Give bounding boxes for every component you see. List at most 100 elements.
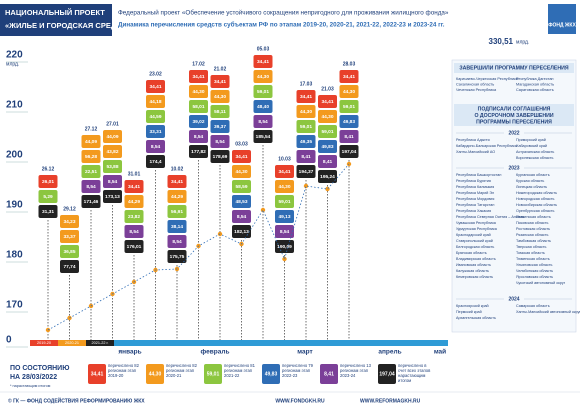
region: Республика Хакасия bbox=[456, 209, 491, 213]
box-value: 34,41 bbox=[321, 99, 333, 105]
legend-swatch bbox=[262, 364, 280, 384]
date-label: 21.02 bbox=[214, 66, 227, 72]
box-value: 195,24 bbox=[320, 174, 335, 180]
box-value: 44,30 bbox=[235, 169, 247, 175]
date-label: 05.03 bbox=[257, 46, 270, 52]
box-value: 44,18 bbox=[149, 99, 161, 105]
date-label: 10.03 bbox=[278, 156, 291, 162]
total-unit: млрд. bbox=[516, 39, 529, 45]
value-box bbox=[103, 160, 122, 173]
year-bg bbox=[504, 129, 524, 137]
legend-value: 59,01 bbox=[207, 371, 220, 377]
status-note: * нарастающим итогом bbox=[10, 384, 51, 388]
region: Владимирская область bbox=[456, 257, 496, 261]
value-box bbox=[253, 85, 273, 98]
box-value: 44,09 bbox=[106, 134, 118, 140]
region: Псковская область bbox=[516, 221, 548, 225]
box-value: 36,85 bbox=[63, 249, 75, 255]
value-box bbox=[232, 150, 251, 163]
legend-text: перечислено 81 регионам этап 2021-22 bbox=[224, 363, 255, 378]
date-label: 29.12 bbox=[63, 206, 76, 212]
logo bbox=[548, 4, 576, 34]
box-value: 8,54 bbox=[258, 119, 268, 125]
box-value: 48,40 bbox=[257, 104, 269, 110]
box-value: 34,41 bbox=[149, 84, 161, 90]
box-value: 8,54 bbox=[215, 139, 225, 145]
region: Новосибирская область bbox=[516, 203, 557, 207]
box-value: 58,59 bbox=[235, 184, 247, 190]
region: Сахалинская область bbox=[456, 83, 494, 87]
value-box bbox=[167, 235, 187, 248]
legend-text: перечислено 82 регионам этап 2019-20 bbox=[108, 363, 139, 378]
box-value: 58,01 bbox=[192, 104, 204, 110]
project-name: «ЖИЛЬЕ И ГОРОДСКАЯ СРЕДА» bbox=[5, 21, 126, 30]
value-box bbox=[232, 180, 251, 193]
value-box bbox=[253, 100, 273, 113]
value-box bbox=[38, 190, 58, 203]
logo-text: ФОНД ЖКХ bbox=[548, 22, 576, 28]
legend-text-box: перечислено 81 регионам этап 2021-22 bbox=[224, 363, 255, 378]
project: НАЦИОНАЛЬНЫЙ ПРОЕКТ bbox=[5, 8, 105, 17]
region: Магаданская область bbox=[516, 83, 554, 87]
legend-swatch bbox=[320, 364, 338, 384]
date-label: 17.03 bbox=[300, 81, 313, 87]
box-value: 8,54 bbox=[129, 229, 139, 235]
region: Пермский край bbox=[456, 310, 482, 314]
value-box bbox=[81, 135, 101, 148]
box-value: 44,30 bbox=[321, 114, 333, 120]
value-box bbox=[253, 55, 273, 68]
panel-title: О ДОСРОЧНОМ ЗАВЕРШЕНИИ bbox=[474, 113, 553, 119]
box-value: 43,82 bbox=[106, 149, 118, 155]
total: 330,51 bbox=[489, 37, 514, 46]
box-value: 34,41 bbox=[192, 74, 204, 80]
value-box bbox=[210, 150, 230, 163]
value-box bbox=[81, 165, 101, 178]
region: Саратовская область bbox=[516, 88, 554, 92]
box-value: 34,41 bbox=[128, 184, 140, 190]
value-box bbox=[318, 155, 337, 168]
box-value: 49,35 bbox=[300, 139, 312, 145]
project-block bbox=[0, 4, 112, 36]
value-box bbox=[124, 240, 144, 253]
year: 2022 bbox=[508, 130, 519, 136]
status: ПО СОСТОЯНИЮ bbox=[10, 365, 69, 372]
axis-label: 180 bbox=[6, 250, 23, 261]
region: Воронежская область bbox=[516, 156, 553, 160]
value-box bbox=[189, 145, 208, 158]
box-value: 44,30 bbox=[257, 74, 269, 80]
box-value: 59,01 bbox=[321, 129, 333, 135]
panel-title: ПРОГРАММЫ ПЕРЕСЕЛЕНИЯ bbox=[476, 119, 552, 125]
panel-title: ЗАВЕРШИЛИ ПРОГРАММУ ПЕРЕСЕЛЕНИЯ bbox=[459, 65, 568, 71]
region: Республика Северная Осетия – Алания bbox=[456, 215, 524, 219]
footer-text: WWW.REFORMAGKH.RU bbox=[360, 398, 421, 404]
value-box bbox=[146, 95, 165, 108]
value-box bbox=[275, 180, 294, 193]
cumulative-dot bbox=[303, 183, 309, 189]
region: Архангельская область bbox=[456, 316, 496, 320]
box-value: 5,29 bbox=[43, 194, 53, 200]
status: НА 28/03/2022 bbox=[10, 374, 57, 381]
value-box bbox=[60, 260, 79, 273]
box-value: 34,41 bbox=[214, 79, 226, 85]
value-box bbox=[318, 110, 337, 123]
value-box bbox=[146, 80, 165, 93]
value-box bbox=[318, 140, 337, 153]
box-value: 59,01 bbox=[300, 124, 312, 130]
region: Калужская область bbox=[456, 269, 489, 273]
legend-text-box: перечислено в счет всех этапов нарастающ… bbox=[398, 363, 430, 383]
box-value: 8,41 bbox=[344, 134, 354, 140]
value-box bbox=[275, 225, 294, 238]
legend-value: 8,41 bbox=[324, 371, 334, 377]
box-value: 194,37 bbox=[299, 169, 314, 175]
value-box bbox=[296, 120, 316, 133]
region: Республика Адыгея bbox=[456, 138, 490, 142]
box-value: 59,01 bbox=[343, 104, 355, 110]
value-box bbox=[253, 115, 273, 128]
box-value: 39,37 bbox=[214, 124, 226, 130]
value-box bbox=[296, 90, 316, 103]
box-value: 44,30 bbox=[278, 184, 290, 190]
box-value: 56,91 bbox=[171, 209, 183, 215]
value-box bbox=[38, 175, 58, 188]
value-box bbox=[232, 210, 251, 223]
region: Нижегородская область bbox=[516, 191, 557, 195]
